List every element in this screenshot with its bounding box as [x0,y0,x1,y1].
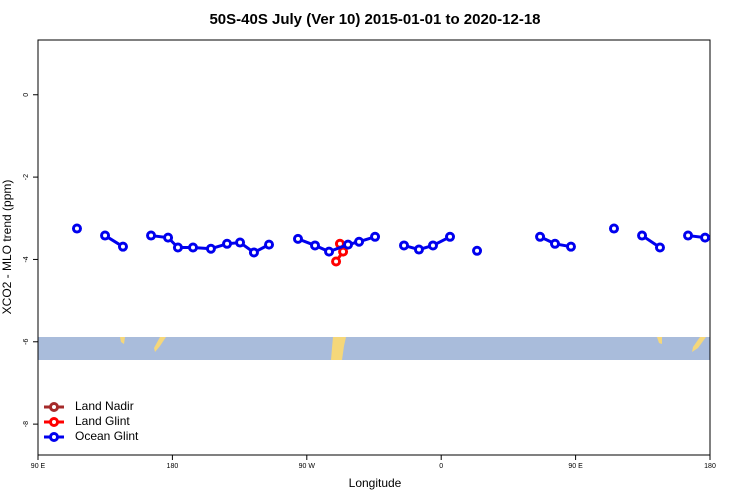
point [399,240,410,251]
legend-marker [49,432,59,442]
point [338,246,349,257]
point [146,230,157,241]
point [310,240,321,251]
x-tick-label: 180 [167,463,179,470]
point [608,223,619,234]
chart-title: 50S-40S July (Ver 10) 2015-01-01 to 2020… [209,11,540,28]
y-tick-label: -2 [23,174,30,180]
y-tick-label: 0 [23,93,30,97]
legend-label: Ocean Glint [75,429,139,443]
y-axis-title: XCO2 - MLO trend (ppm) [0,180,14,315]
point [292,233,303,244]
point [331,256,342,267]
point [343,239,354,250]
legend-label: Land Nadir [75,399,134,413]
point [535,231,546,242]
point [324,246,335,257]
point [427,240,438,251]
map-strip [38,337,710,360]
point [163,232,174,243]
point [683,230,694,241]
plot-frame [37,39,711,456]
legend-label: Land Glint [75,414,130,428]
point [413,244,424,255]
y-tick-label: -8 [23,421,30,427]
point [370,231,381,242]
point [222,238,233,249]
legend-marker [49,417,59,427]
x-tick-label: 90 W [299,463,316,470]
point [472,245,483,256]
x-tick-label: 90 E [568,463,583,470]
point [71,223,82,234]
x-tick-label: 180 [704,463,716,470]
x-tick-label: 0 [439,463,443,470]
point [354,236,365,247]
point [117,241,128,252]
x-tick-label: 90 E [31,463,46,470]
y-tick-label: -6 [23,339,30,345]
y-tick-label: -4 [23,256,30,262]
point [637,230,648,241]
point [445,231,456,242]
point [565,241,576,252]
point [654,242,665,253]
point [100,230,111,241]
point [700,232,711,243]
x-axis-title: Longitude [349,476,402,490]
point [248,247,259,258]
point [205,243,216,254]
point [549,238,560,249]
legend-marker [49,402,59,412]
point [172,242,183,253]
point [188,242,199,253]
point [235,237,246,248]
point [264,239,275,250]
